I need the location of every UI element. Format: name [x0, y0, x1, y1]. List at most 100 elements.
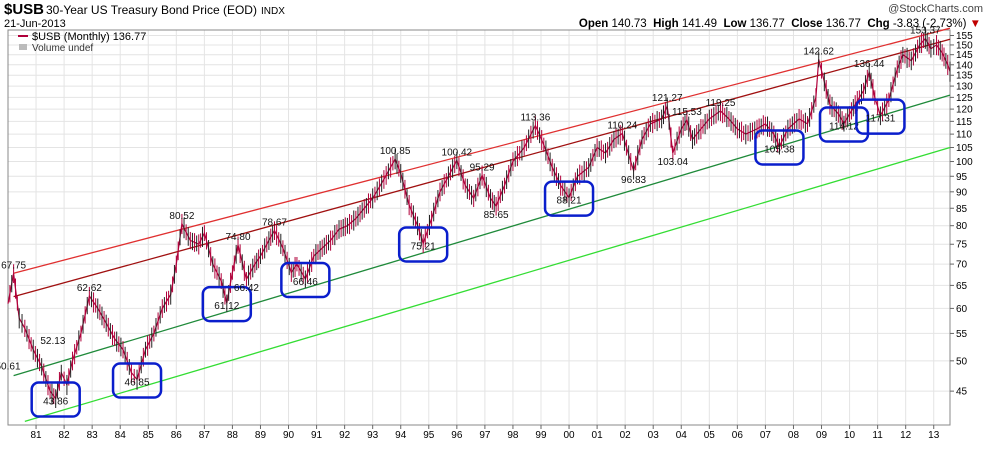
plot-frame: [7, 29, 951, 426]
x-tick-label: 85: [143, 430, 155, 441]
y-tick-label: 55: [956, 329, 968, 340]
open-value: 140.73: [611, 18, 647, 30]
peak-label: 100.42: [442, 147, 473, 158]
peak-label: 52.13: [40, 336, 65, 347]
low-highlight-box: [855, 98, 906, 135]
low-label: Low: [723, 18, 747, 30]
y-tick-label: 125: [956, 93, 973, 104]
x-tick-label: 82: [59, 430, 71, 441]
peak-label: 66.42: [234, 283, 259, 294]
y-tick-label: 115: [956, 117, 972, 128]
x-tick-label: 93: [367, 430, 379, 441]
peak-label: 95.29: [470, 162, 495, 173]
boxed-low-label: 88.21: [557, 196, 582, 207]
x-tick-label: 84: [115, 430, 127, 441]
peak-label: 80.52: [169, 211, 194, 222]
x-tick-label: 87: [199, 430, 211, 441]
legend-volume-swatch: [19, 44, 27, 50]
x-tick-label: 01: [592, 430, 604, 441]
peak-label: 142.62: [803, 46, 834, 57]
y-tick-label: 50: [956, 356, 968, 367]
low-highlight-box: [754, 129, 805, 166]
peak-label: 78.67: [262, 218, 287, 229]
chg-label: Chg: [867, 18, 890, 30]
x-tick-label: 91: [311, 430, 323, 441]
down-triangle-icon: ▼: [969, 18, 981, 30]
ohlc-summary: Open 140.73 High 141.49 Low 136.77 Close…: [579, 18, 981, 30]
peak-label: 96.83: [621, 175, 646, 186]
x-tick-label: 00: [563, 430, 575, 441]
y-tick-label: 145: [956, 50, 973, 61]
x-tick-label: 09: [816, 430, 828, 441]
x-tick-label: 97: [479, 430, 491, 441]
upper-channel-line: [13, 27, 951, 274]
x-tick-label: 88: [227, 430, 239, 441]
high-label: High: [653, 18, 679, 30]
copyright[interactable]: @StockCharts.com: [888, 3, 983, 15]
x-tick-label: 06: [732, 430, 744, 441]
chart-title-text: 30-Year US Treasury Bond Price (EOD): [46, 3, 257, 17]
x-tick-label: 92: [339, 430, 351, 441]
x-tick-label: 07: [760, 430, 772, 441]
peak-label: 67.75: [1, 260, 26, 271]
boxed-low-label: 114.12: [829, 122, 859, 133]
x-tick-label: 05: [704, 430, 716, 441]
y-tick-label: 90: [956, 187, 968, 198]
legend-series: $USB (Monthly) 136.77: [32, 31, 146, 43]
peak-label: 103.04: [658, 157, 689, 168]
x-tick-label: 08: [788, 430, 800, 441]
peak-label: 119.25: [706, 98, 736, 109]
chart-grid: [8, 30, 950, 425]
x-tick-label: 02: [620, 430, 632, 441]
y-tick-label: 155: [956, 31, 973, 42]
peak-label: 121.27: [652, 93, 683, 104]
x-tick-label: 90: [283, 430, 295, 441]
x-tick-label: 94: [395, 430, 407, 441]
peak-label: 85.65: [484, 210, 509, 221]
y-tick-label: 130: [956, 82, 973, 93]
x-tick-label: 04: [676, 430, 688, 441]
x-tick-label: 96: [451, 430, 463, 441]
y-tick-label: 100: [956, 157, 973, 168]
high-value: 141.49: [681, 18, 718, 30]
boxed-lows: 43.86 46.85 61.12 66.46 75.21 88.21 105.38 114.…: [30, 98, 906, 418]
y-tick-label: 80: [956, 221, 968, 232]
x-tick-label: 86: [171, 430, 183, 441]
low-highlight-box: [280, 261, 331, 299]
peak-label: 115.53: [672, 107, 702, 118]
lower-channel-line: [13, 94, 951, 377]
y-tick-label: 95: [956, 172, 968, 183]
chart-symbol: $USB: [4, 1, 45, 18]
boxed-low-label: 46.85: [125, 378, 150, 389]
legend-volume: Volume undef: [32, 43, 93, 54]
peak-label: 113.36: [520, 112, 550, 123]
legend-marks: [18, 35, 28, 50]
peak-label: 50.61: [0, 361, 21, 372]
y-tick-label: 150: [956, 40, 973, 51]
legend: $USB (Monthly) 136.77 Volume undef: [32, 31, 146, 54]
y-tick-label: 135: [956, 71, 973, 82]
y-axis: 45 50 55 60 65 70 75 80 85 90 95 100 105 110 115120125…: [950, 31, 973, 398]
x-tick-label: 12: [900, 430, 912, 441]
y-tick-label: 110: [956, 130, 972, 141]
low-highlight-box: [543, 180, 595, 217]
x-tick-label: 13: [928, 430, 940, 441]
y-tick-label: 85: [956, 204, 968, 215]
x-tick-label: 83: [87, 430, 99, 441]
x-tick-label: 89: [255, 430, 267, 441]
bottom-channel-line: [24, 146, 951, 423]
chart-date: 21-Jun-2013: [4, 18, 66, 30]
boxed-low-label: 75.21: [411, 241, 436, 252]
x-tick-label: 11: [872, 430, 883, 441]
low-value: 136.77: [749, 18, 785, 30]
y-tick-label: 105: [956, 143, 973, 154]
peak-label: 110.24: [607, 120, 637, 131]
peak-label: 74.80: [226, 232, 251, 243]
low-highlight-box: [397, 226, 449, 263]
low-highlight-box: [818, 106, 870, 143]
trendlines: [13, 27, 951, 423]
y-tick-label: 140: [956, 60, 973, 71]
x-tick-label: 95: [423, 430, 435, 441]
boxed-low-label: 66.46: [293, 277, 318, 288]
boxed-low-label: 43.86: [43, 397, 68, 408]
